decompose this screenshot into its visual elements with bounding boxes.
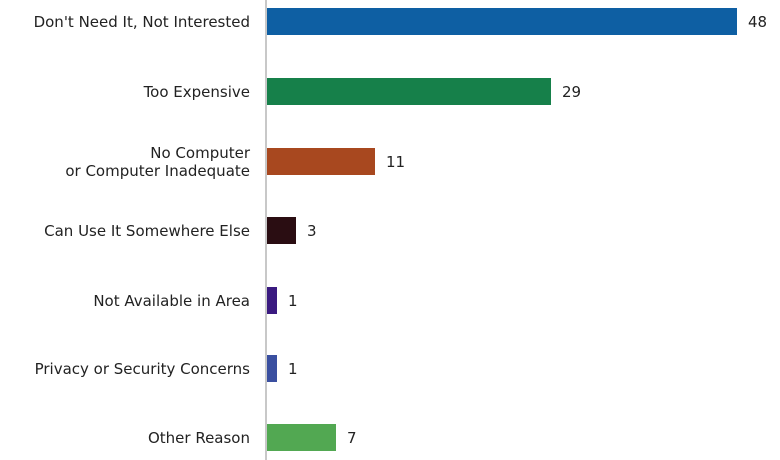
bar-row: Don't Need It, Not Interested 48: [0, 8, 780, 36]
bar-row: Can Use It Somewhere Else 3: [0, 217, 780, 245]
bar: [267, 8, 737, 35]
data-label: 48: [748, 13, 768, 31]
data-label: 1: [288, 360, 298, 378]
category-label: Too Expensive: [143, 83, 250, 101]
category-axis-line: [265, 0, 267, 460]
category-label: Don't Need It, Not Interested: [33, 13, 250, 31]
category-label: Privacy or Security Concerns: [34, 360, 250, 378]
category-label: Other Reason: [147, 429, 250, 447]
bar: [267, 148, 375, 175]
category-label: No Computer or Computer Inadequate: [65, 144, 250, 180]
bar-row: Other Reason 7: [0, 424, 780, 452]
bar: [267, 424, 336, 451]
category-label: Can Use It Somewhere Else: [44, 222, 250, 240]
bar: [267, 217, 296, 244]
data-label: 1: [288, 292, 298, 310]
bar-row: Privacy or Security Concerns 1: [0, 355, 780, 383]
bar-row: Too Expensive 29: [0, 78, 780, 106]
data-label: 7: [347, 429, 357, 447]
bar-row: Not Available in Area 1: [0, 287, 780, 315]
bar: [267, 78, 551, 105]
bar: [267, 287, 277, 314]
bar-row: No Computer or Computer Inadequate 11: [0, 144, 780, 180]
data-label: 11: [386, 153, 406, 171]
category-label: Not Available in Area: [93, 292, 250, 310]
data-label: 3: [307, 222, 317, 240]
bar: [267, 355, 277, 382]
data-label: 29: [562, 83, 582, 101]
